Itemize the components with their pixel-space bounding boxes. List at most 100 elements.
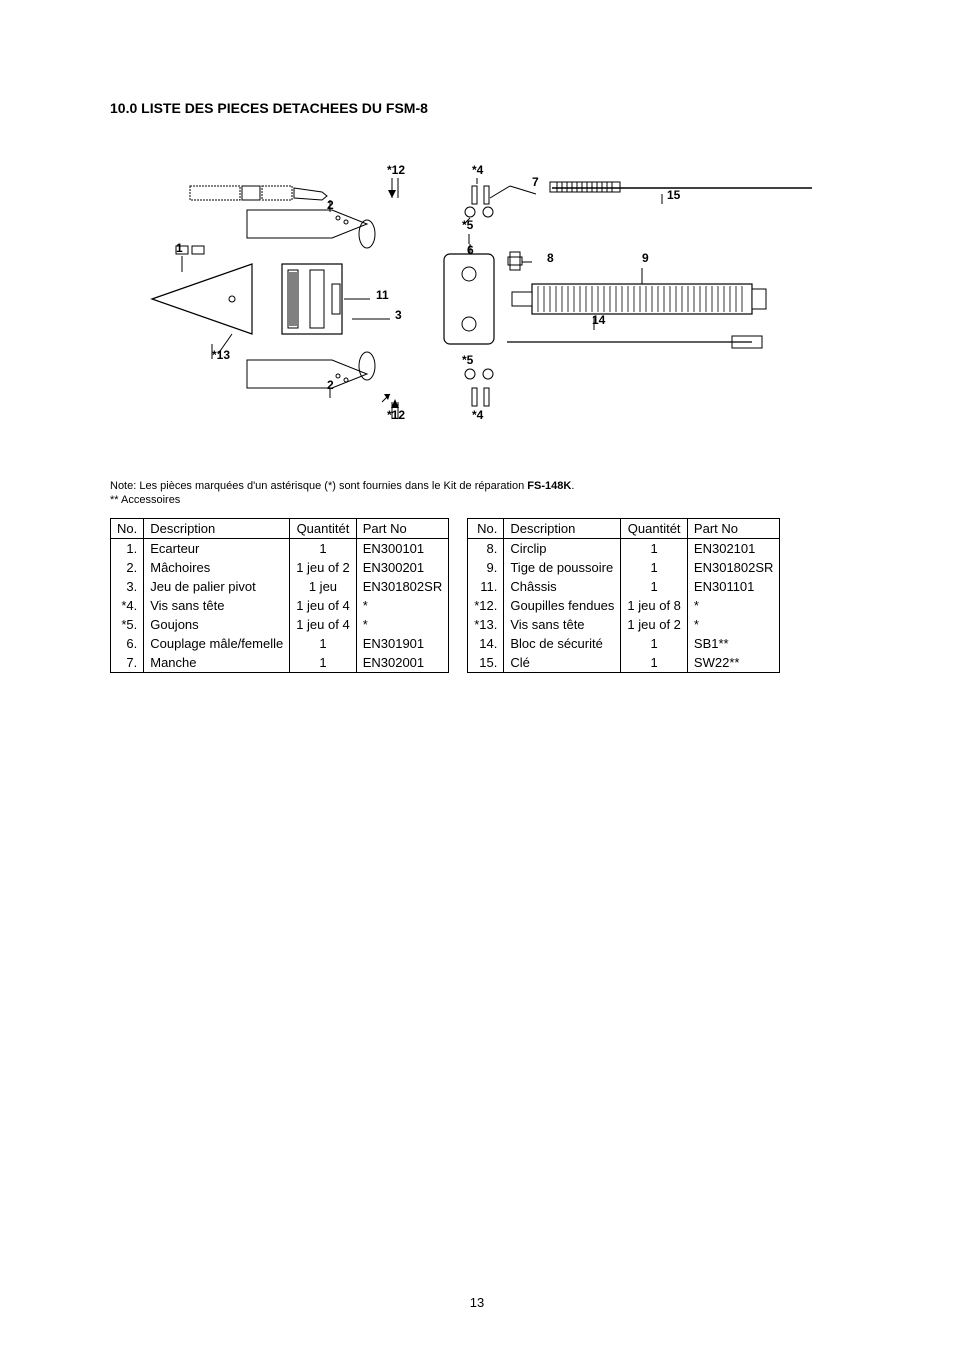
diagram-label: *4 [472,408,484,422]
cell-qty: 1 jeu of 2 [621,615,688,634]
cell-qty: 1 [621,539,688,559]
cell-no: 9. [468,558,504,577]
diagram-label: 7 [532,175,539,189]
cell-desc: Bloc de sécurité [504,634,621,653]
col-desc: Description [144,519,290,539]
cell-no: 6. [111,634,144,653]
cell-no: 1. [111,539,144,559]
diagram-label: 11 [376,288,389,302]
cell-part: EN300101 [356,539,449,559]
cell-no: 14. [468,634,504,653]
diagram-label: 9 [642,251,649,265]
diagram-label: 8 [547,251,554,265]
table-row: 1.Ecarteur1EN300101 [111,539,449,559]
cell-part: * [356,596,449,615]
cell-part: EN301802SR [687,558,780,577]
diagram-label: 6 [467,243,474,257]
note-prefix: Note: Les pièces marquées d'un astérisqu… [110,480,527,492]
cell-no: 11. [468,577,504,596]
cell-desc: Châssis [504,577,621,596]
note-accessories: ** Accessoires [110,494,844,506]
table-row: *12.Goupilles fendues1 jeu of 8* [468,596,780,615]
cell-desc: Goupilles fendues [504,596,621,615]
cell-desc: Tige de poussoire [504,558,621,577]
diagram-label: 2 [327,378,334,392]
cell-qty: 1 jeu of 4 [290,596,357,615]
cell-desc: Couplage mâle/femelle [144,634,290,653]
note-kit: FS-148K [527,480,571,492]
cell-qty: 1 jeu of 4 [290,615,357,634]
col-no: No. [468,519,504,539]
table-row: 9.Tige de poussoire1EN301802SR [468,558,780,577]
note-suffix: . [571,480,574,492]
cell-qty: 1 jeu [290,577,357,596]
cell-part: EN302001 [356,653,449,673]
cell-desc: Vis sans tête [144,596,290,615]
exploded-diagram: *12*47152*5168911314*13*52*12*4 [132,144,822,464]
col-no: No. [111,519,144,539]
cell-no: *4. [111,596,144,615]
diagram-label: *5 [462,353,474,367]
page-number: 13 [0,1295,954,1310]
cell-qty: 1 [621,558,688,577]
col-part: Part No [687,519,780,539]
cell-desc: Goujons [144,615,290,634]
cell-part: SW22** [687,653,780,673]
table-row: *4.Vis sans tête1 jeu of 4* [111,596,449,615]
cell-qty: 1 [290,634,357,653]
diagram-label: 1 [176,241,183,255]
cell-qty: 1 [290,653,357,673]
cell-no: *12. [468,596,504,615]
section-heading: 10.0 LISTE DES PIECES DETACHEES DU FSM-8 [110,100,844,116]
diagram-label: *13 [212,348,230,362]
parts-table-left: No. Description Quantitét Part No 1.Ecar… [110,518,449,673]
col-qty: Quantitét [290,519,357,539]
cell-desc: Mâchoires [144,558,290,577]
cell-part: EN301901 [356,634,449,653]
cell-part: EN300201 [356,558,449,577]
cell-desc: Clé [504,653,621,673]
cell-desc: Manche [144,653,290,673]
table-row: *5.Goujons1 jeu of 4* [111,615,449,634]
cell-part: EN301101 [687,577,780,596]
cell-no: 7. [111,653,144,673]
cell-no: 2. [111,558,144,577]
cell-no: *13. [468,615,504,634]
cell-part: EN302101 [687,539,780,559]
diagram-label: 3 [395,308,402,322]
table-row: 8.Circlip1EN302101 [468,539,780,559]
table-row: 6.Couplage mâle/femelle1EN301901 [111,634,449,653]
cell-desc: Vis sans tête [504,615,621,634]
table-row: *13.Vis sans tête1 jeu of 2* [468,615,780,634]
cell-part: EN301802SR [356,577,449,596]
diagram-label: 14 [592,313,606,327]
table-row: 7.Manche1EN302001 [111,653,449,673]
cell-qty: 1 jeu of 8 [621,596,688,615]
cell-qty: 1 [290,539,357,559]
cell-qty: 1 [621,653,688,673]
diagram-label: *12 [387,163,405,177]
cell-desc: Circlip [504,539,621,559]
col-part: Part No [356,519,449,539]
col-qty: Quantitét [621,519,688,539]
cell-qty: 1 [621,634,688,653]
cell-no: 15. [468,653,504,673]
table-row: 11.Châssis1EN301101 [468,577,780,596]
cell-qty: 1 [621,577,688,596]
cell-part: * [356,615,449,634]
diagram-label: 2 [327,198,334,212]
parts-table-right: No. Description Quantitét Part No 8.Circ… [467,518,780,673]
cell-part: * [687,615,780,634]
cell-no: 3. [111,577,144,596]
table-row: 2.Mâchoires1 jeu of 2EN300201 [111,558,449,577]
table-row: 14.Bloc de sécurité1SB1** [468,634,780,653]
cell-desc: Jeu de palier pivot [144,577,290,596]
cell-qty: 1 jeu of 2 [290,558,357,577]
note-line: Note: Les pièces marquées d'un astérisqu… [110,480,844,492]
col-desc: Description [504,519,621,539]
table-row: 3.Jeu de palier pivot1 jeuEN301802SR [111,577,449,596]
diagram-label: *12 [387,408,405,422]
cell-no: 8. [468,539,504,559]
diagram-label: *4 [472,163,484,177]
diagram-label: 15 [667,188,681,202]
